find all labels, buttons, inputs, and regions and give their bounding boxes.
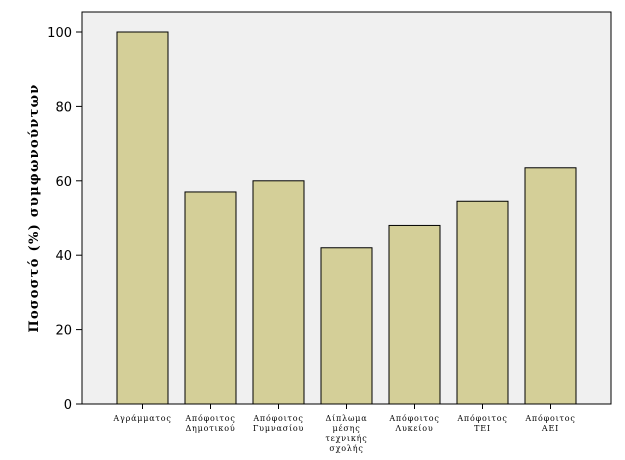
x-category-label: Απόφοιτος [184,414,235,423]
x-axis: Αγράμματος ΑπόφοιτοςΔημοτικούΑπόφοιτοςΓυμ… [112,404,575,453]
y-axis: 0 20 40 60 80 100 [47,26,82,413]
y-tick-label: 80 [55,100,72,115]
x-category-label: Απόφοιτος [524,414,575,423]
x-category-label: Απόφοιτος [456,414,507,423]
x-category-label: σχολής [329,444,363,453]
bar-6 [456,200,509,405]
bar-5 [388,224,441,405]
x-category-label: Απόφοιτος [388,414,439,423]
x-category-label: τεχνικής [325,434,367,443]
y-tick-label: 40 [55,249,72,264]
bar-2 [184,191,237,405]
bar-4 [320,247,373,405]
x-category-label: Αγράμματος [112,414,171,423]
y-tick-label: 0 [64,398,72,413]
x-category-label: ΑΕΙ [541,424,559,433]
bar-3 [252,180,305,405]
x-category-label: Δημοτικού [185,424,235,433]
x-category-label: Λυκείου [394,424,433,433]
bars-group [116,31,577,405]
y-axis-label: Ποσοστό (%) συμφωνούντων [27,83,42,332]
x-category-label: Γυμνασίου [253,424,304,433]
x-category-label: Δίπλωμα [326,414,368,423]
x-category-label: Απόφοιτος [252,414,303,423]
x-category-label: ΤΕΙ [474,424,491,433]
y-tick-label: 60 [55,175,72,190]
bar-1 [116,31,169,405]
y-tick-label: 100 [47,26,72,41]
x-category-label: μέσης [332,424,360,433]
y-tick-label: 20 [55,324,72,339]
bar-7 [524,167,577,405]
